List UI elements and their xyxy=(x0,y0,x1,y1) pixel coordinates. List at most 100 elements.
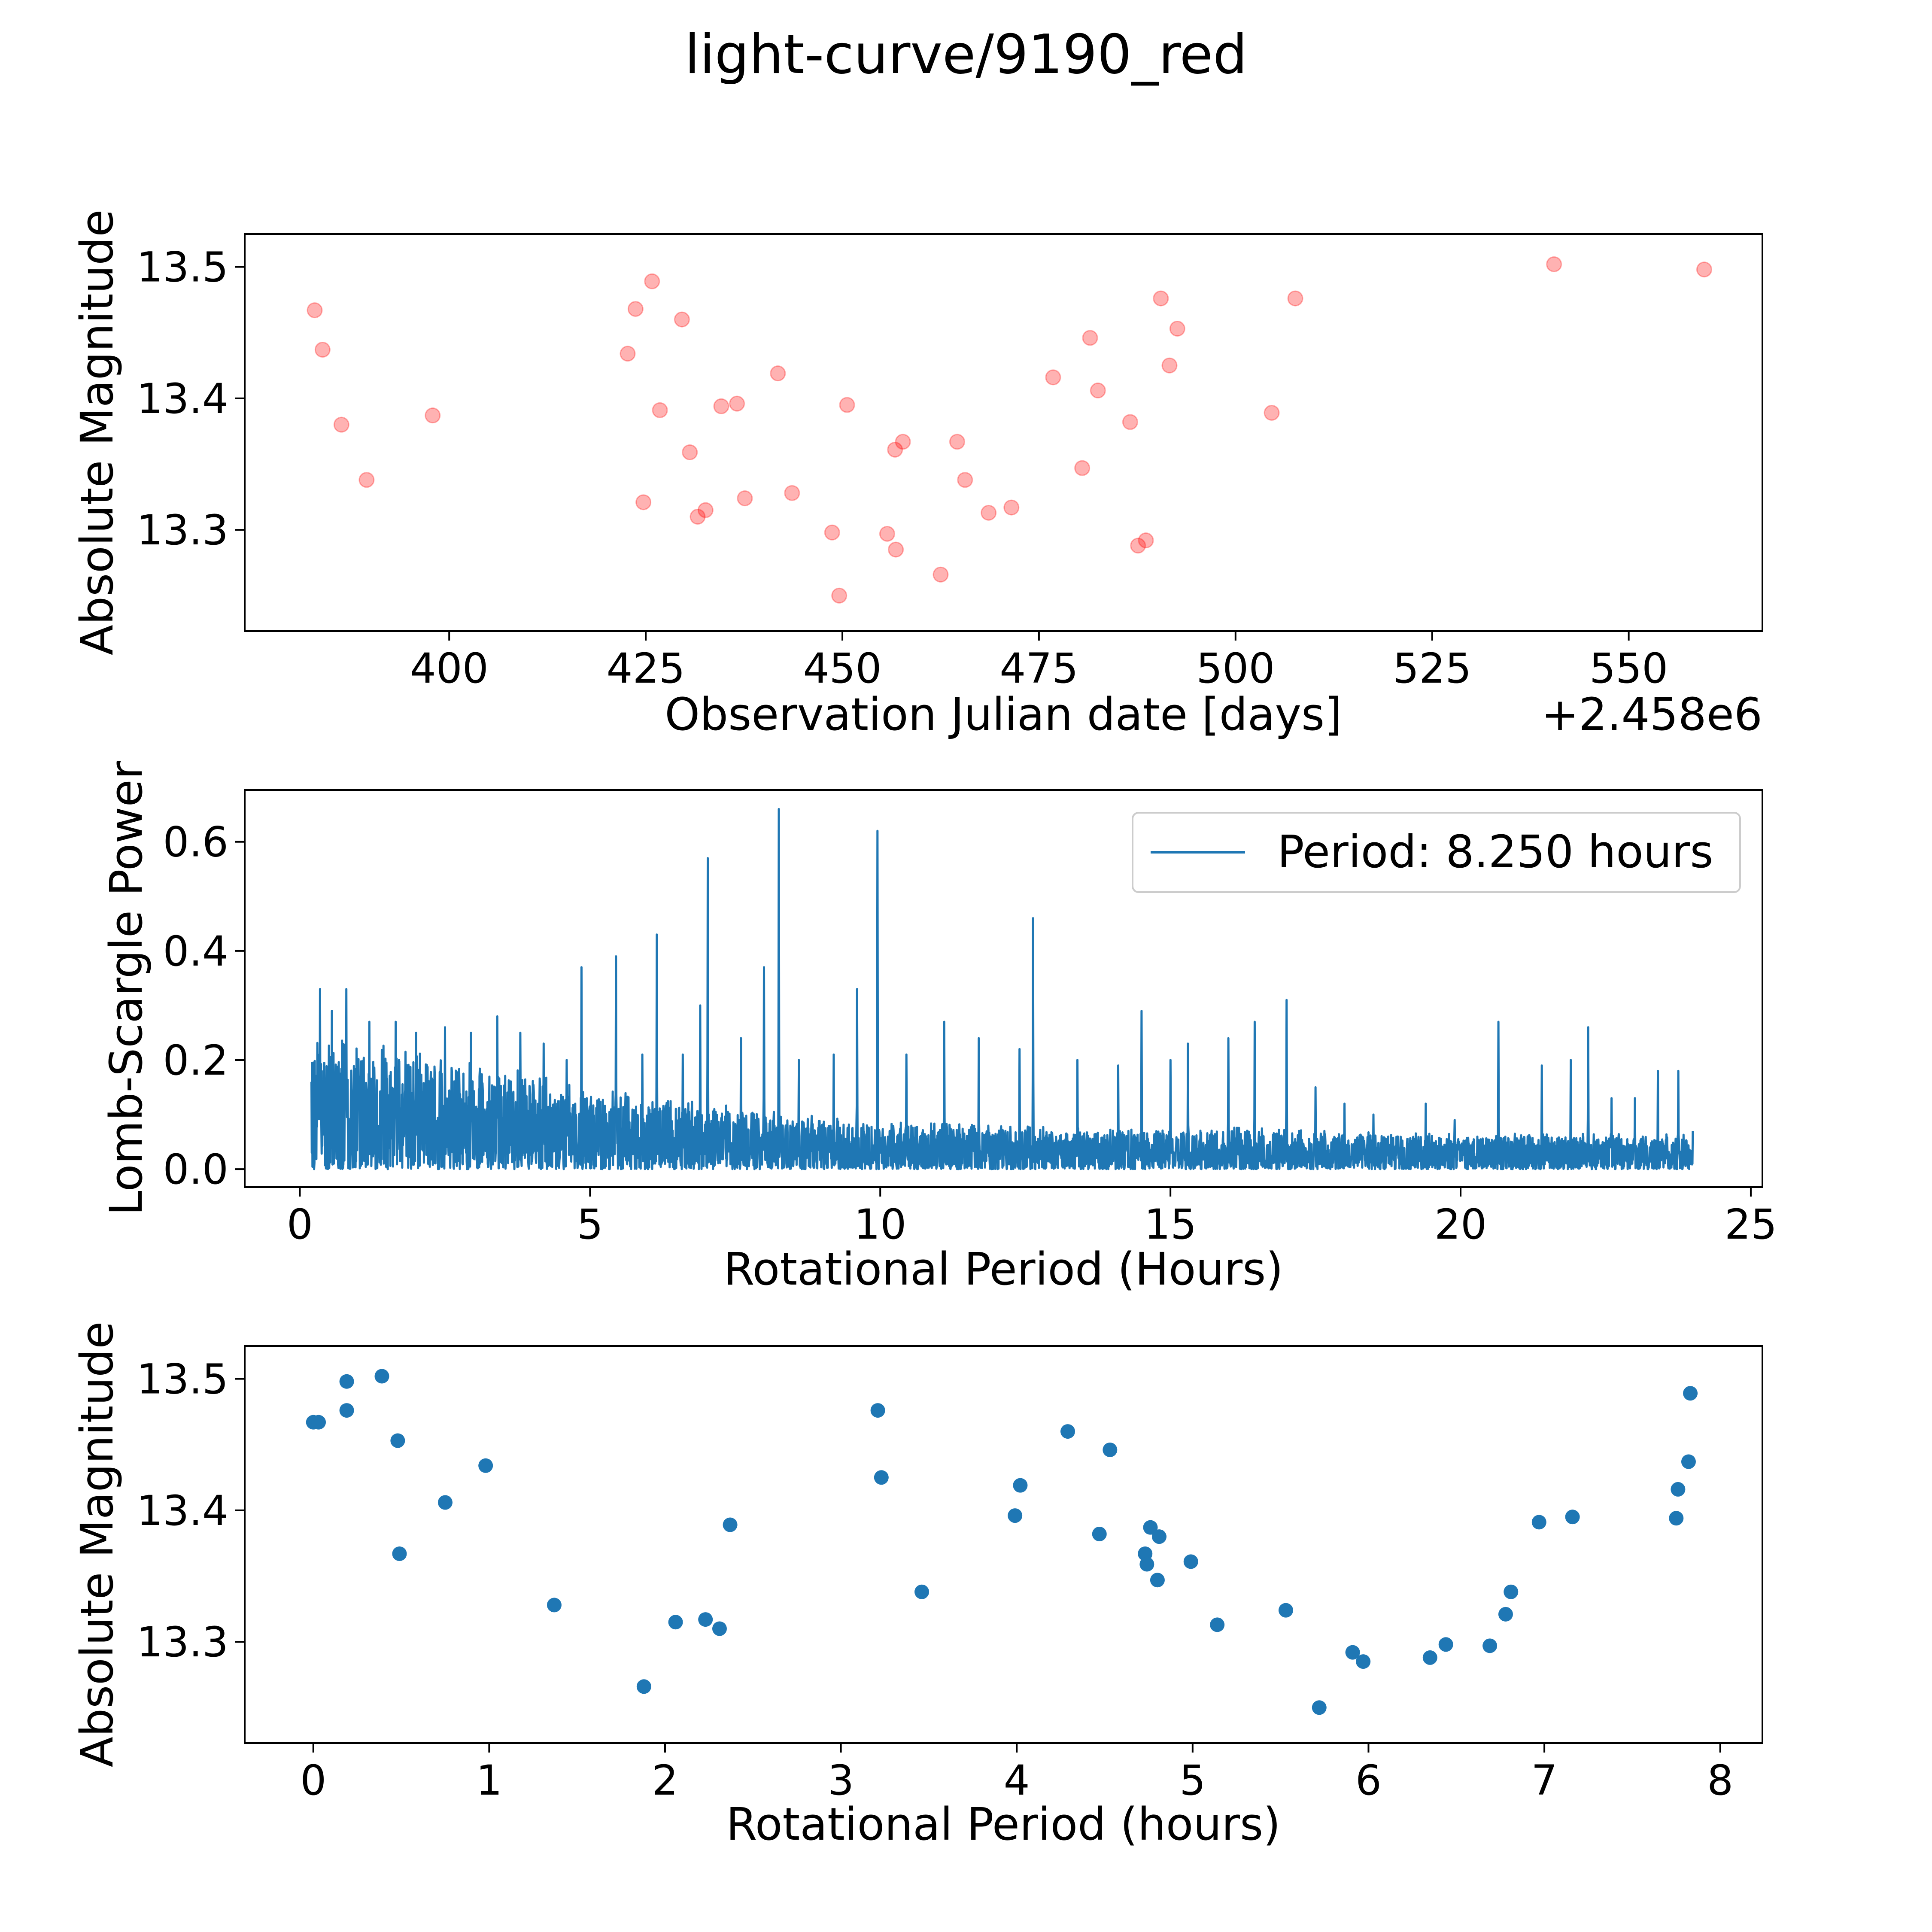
raw-y-ticks: 13.3 13.4 13.5 xyxy=(137,243,245,554)
data-point xyxy=(1183,1554,1198,1569)
data-point xyxy=(682,444,698,460)
periodogram-panel: 0 5 10 15 20 25 0.0 0.2 0.4 0.6 Period: 8.250 ho… xyxy=(100,761,1777,1295)
data-point xyxy=(636,1679,651,1694)
data-point xyxy=(784,485,800,501)
data-point xyxy=(697,502,714,518)
data-point xyxy=(831,587,848,604)
data-point xyxy=(1669,1511,1684,1526)
x-tick-label: 475 xyxy=(999,644,1078,693)
folded-y-axis-label: Absolute Magnitude xyxy=(71,1321,123,1768)
raw-y-axis-label: Absolute Magnitude xyxy=(71,210,123,656)
data-point xyxy=(307,302,323,319)
x-tick-label: 400 xyxy=(410,644,489,693)
data-point xyxy=(1074,460,1091,476)
y-tick-label: 0.6 xyxy=(163,818,228,866)
x-tick-label: 0 xyxy=(287,1200,313,1249)
raw-x-axis-label: Observation Julian date [days] xyxy=(665,688,1342,741)
raw-x-ticks: 400 425 450 475 500 525 550 xyxy=(410,631,1668,693)
data-point xyxy=(1438,1637,1453,1652)
data-point xyxy=(870,1403,885,1418)
data-point xyxy=(949,434,965,450)
data-point xyxy=(1103,1442,1118,1457)
data-point xyxy=(1504,1584,1519,1599)
y-tick-label: 13.3 xyxy=(137,1618,228,1666)
data-point xyxy=(1150,1573,1165,1588)
folded-data-points xyxy=(306,1369,1698,1715)
data-point xyxy=(1498,1607,1513,1622)
x-tick-label: 20 xyxy=(1434,1200,1487,1249)
folded-x-ticks: 0 1 2 3 4 5 6 7 8 xyxy=(300,1743,1733,1804)
raw-data-points xyxy=(307,256,1712,604)
data-point xyxy=(737,490,753,507)
data-point xyxy=(839,397,855,413)
x-tick-label: 550 xyxy=(1589,644,1668,693)
data-point xyxy=(620,346,636,362)
data-point xyxy=(1345,1645,1360,1660)
y-tick-label: 0.2 xyxy=(163,1036,228,1084)
folded-x-axis-label: Rotational Period (hours) xyxy=(726,1798,1281,1850)
folded-y-ticks: 13.3 13.4 13.5 xyxy=(137,1355,245,1666)
data-point xyxy=(1531,1515,1546,1530)
x-tick-label: 0 xyxy=(300,1756,326,1804)
x-tick-label: 8 xyxy=(1707,1756,1733,1804)
periodogram-plot-frame xyxy=(244,789,1763,1188)
data-point xyxy=(339,1374,354,1389)
y-tick-label: 0.0 xyxy=(163,1145,228,1194)
data-point xyxy=(674,311,690,328)
data-point xyxy=(1356,1654,1371,1669)
periodogram-series-line xyxy=(310,808,1694,1170)
data-point xyxy=(1092,1526,1107,1541)
x-tick-label: 2 xyxy=(652,1756,678,1804)
data-point xyxy=(358,472,375,488)
raw-x-offset-label: +2.458e6 xyxy=(1541,688,1762,741)
data-point xyxy=(478,1458,493,1473)
raw-light-curve-panel: 400 425 450 475 500 525 550 13.3 13.4 13.5 Obser… xyxy=(71,210,1763,741)
data-point xyxy=(723,1517,738,1532)
data-point xyxy=(644,273,660,289)
data-point xyxy=(712,1621,727,1636)
data-point xyxy=(437,1495,453,1510)
data-point xyxy=(879,526,895,542)
data-point xyxy=(339,1403,354,1418)
data-point xyxy=(1169,321,1185,337)
data-point xyxy=(1278,1603,1293,1618)
data-point xyxy=(895,434,911,450)
x-tick-label: 10 xyxy=(854,1200,906,1249)
y-tick-label: 13.3 xyxy=(137,506,228,554)
data-point xyxy=(1210,1617,1225,1632)
data-point xyxy=(425,407,441,424)
data-point xyxy=(1683,1386,1698,1401)
data-point xyxy=(314,342,331,358)
data-point xyxy=(668,1615,683,1630)
data-point xyxy=(390,1433,405,1448)
legend-box xyxy=(1132,812,1741,893)
x-tick-label: 5 xyxy=(1179,1756,1206,1804)
data-point xyxy=(914,1584,930,1599)
data-point xyxy=(374,1369,389,1384)
data-point xyxy=(1143,1520,1158,1535)
data-point xyxy=(874,1470,889,1485)
data-point xyxy=(1060,1424,1075,1439)
data-point xyxy=(1312,1700,1327,1715)
data-point xyxy=(824,524,840,541)
data-point xyxy=(1422,1650,1437,1665)
folded-light-curve-panel: 0 1 2 3 4 5 6 7 8 13.3 13.4 13.5 Rotational Period… xyxy=(71,1321,1763,1850)
y-tick-label: 13.5 xyxy=(137,1355,228,1403)
x-tick-label: 6 xyxy=(1355,1756,1382,1804)
x-tick-label: 450 xyxy=(803,644,881,693)
x-tick-label: 425 xyxy=(607,644,685,693)
x-tick-label: 15 xyxy=(1144,1200,1197,1249)
periodogram-y-axis-label: Lomb-Scargle Power xyxy=(100,761,152,1215)
data-point xyxy=(1082,330,1098,346)
data-point xyxy=(1139,1557,1154,1572)
x-tick-label: 4 xyxy=(1004,1756,1030,1804)
data-point xyxy=(1287,290,1303,307)
periodogram-y-ticks: 0.0 0.2 0.4 0.6 xyxy=(163,818,245,1194)
data-point xyxy=(713,398,729,414)
data-point xyxy=(1003,499,1020,516)
data-point xyxy=(690,509,706,525)
y-tick-label: 13.4 xyxy=(137,1487,228,1535)
x-tick-label: 525 xyxy=(1393,644,1471,693)
data-point xyxy=(635,494,652,510)
legend: Period: 8.250 hours xyxy=(1132,812,1741,893)
